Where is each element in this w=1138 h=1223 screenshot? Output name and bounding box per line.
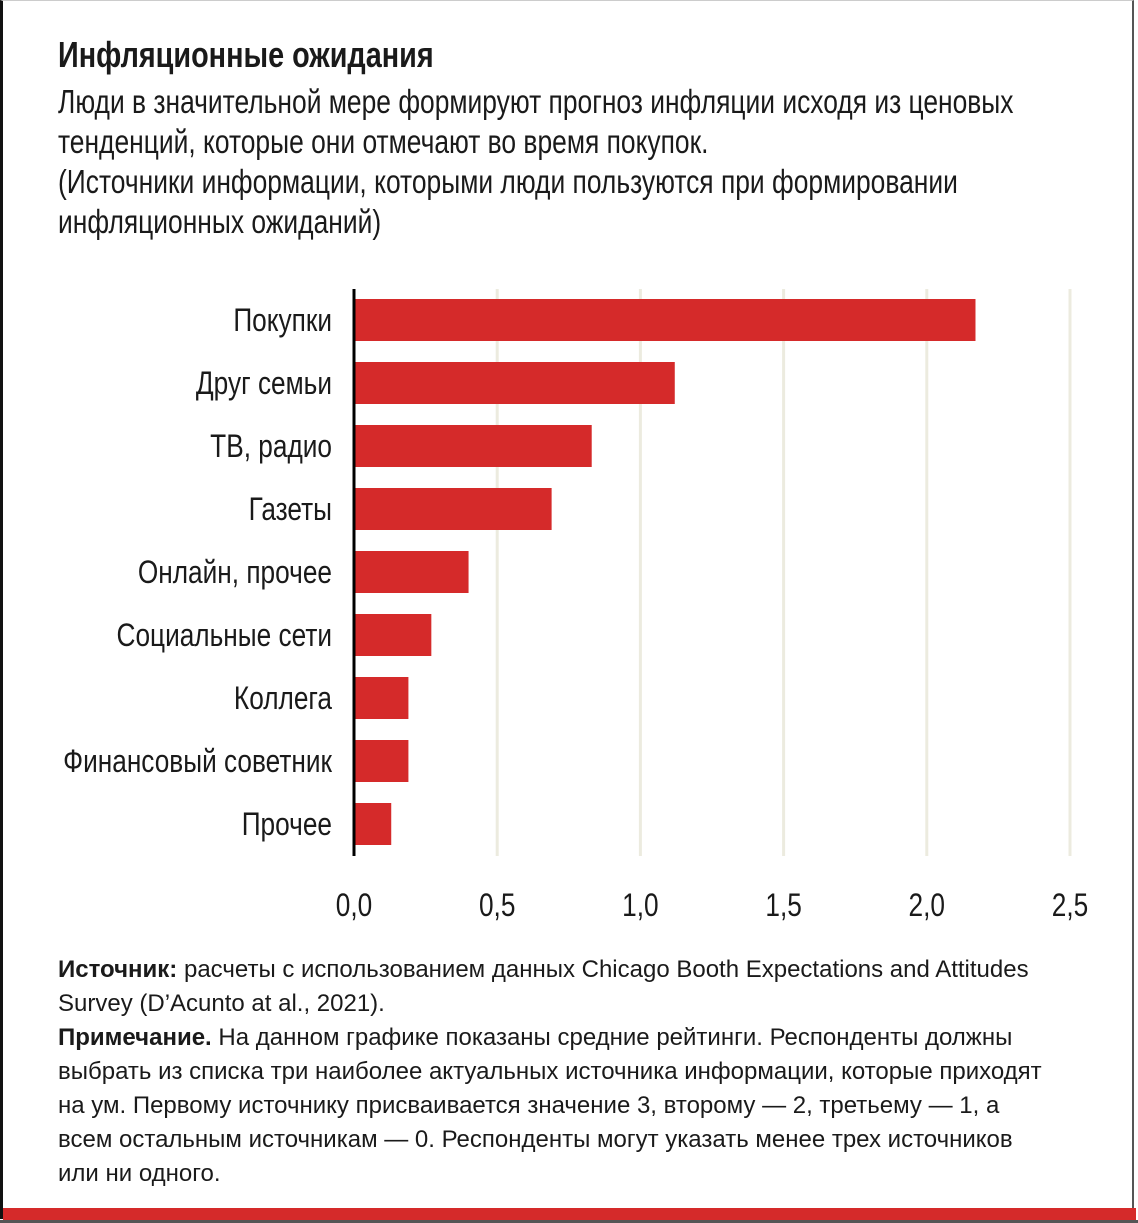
category-label: Газеты bbox=[249, 493, 332, 528]
source-label: Источник: bbox=[58, 956, 178, 983]
chart-title: Инфляционные ожидания bbox=[58, 34, 434, 75]
category-label: Друг семьи bbox=[196, 367, 332, 402]
bar bbox=[354, 488, 552, 530]
category-label: Социальные сети bbox=[117, 619, 332, 654]
chart-notes: Источник: расчеты с использованием данны… bbox=[58, 953, 1058, 1191]
subtitle-line: тенденций, которые они отмечают во время… bbox=[58, 123, 709, 160]
bar bbox=[354, 803, 392, 845]
bar bbox=[354, 362, 675, 404]
x-tick-label: 0,0 bbox=[336, 889, 372, 924]
footer-accent-bar bbox=[3, 1208, 1136, 1220]
footer-border bbox=[0, 1220, 1138, 1223]
bar-chart: 0,0 0,5 1,0 1,5 2,0 2,5 Покупки Друг семьи ТВ, р… bbox=[63, 289, 1088, 924]
bar bbox=[354, 677, 409, 719]
category-label: Коллега bbox=[234, 682, 333, 717]
explanatory-note: Примечание. На данном графике показаны с… bbox=[58, 1021, 1058, 1191]
subtitle-line: Люди в значительной мере формируют прогн… bbox=[58, 83, 1014, 120]
x-tick-label: 1,5 bbox=[765, 889, 801, 924]
category-label: Финансовый советник bbox=[63, 745, 332, 780]
bar bbox=[354, 299, 976, 341]
note-label: Примечание. bbox=[58, 1024, 212, 1051]
bar bbox=[354, 614, 432, 656]
chart-subtitle: Люди в значительной мере формируют прогн… bbox=[58, 82, 1013, 242]
category-label: Прочее bbox=[242, 808, 332, 843]
x-tick-label: 1,0 bbox=[622, 889, 658, 924]
category-label: Онлайн, прочее bbox=[138, 556, 332, 591]
x-tick-label: 2,5 bbox=[1052, 889, 1088, 924]
bar bbox=[354, 551, 469, 593]
category-label: Покупки bbox=[233, 304, 332, 339]
bar bbox=[354, 740, 409, 782]
category-label: ТВ, радио bbox=[210, 430, 332, 465]
source-note: Источник: расчеты с использованием данны… bbox=[58, 953, 1058, 1021]
subtitle-line: инфляционных ожиданий) bbox=[58, 203, 382, 240]
note-text: На данном графике показаны средние рейти… bbox=[58, 1024, 1042, 1187]
subtitle-line: (Источники информации, которыми люди пол… bbox=[58, 163, 958, 200]
x-tick-label: 2,0 bbox=[909, 889, 945, 924]
source-text: расчеты с использованием данных Chicago … bbox=[58, 956, 1029, 1017]
x-tick-label: 0,5 bbox=[479, 889, 515, 924]
bar bbox=[354, 425, 592, 467]
